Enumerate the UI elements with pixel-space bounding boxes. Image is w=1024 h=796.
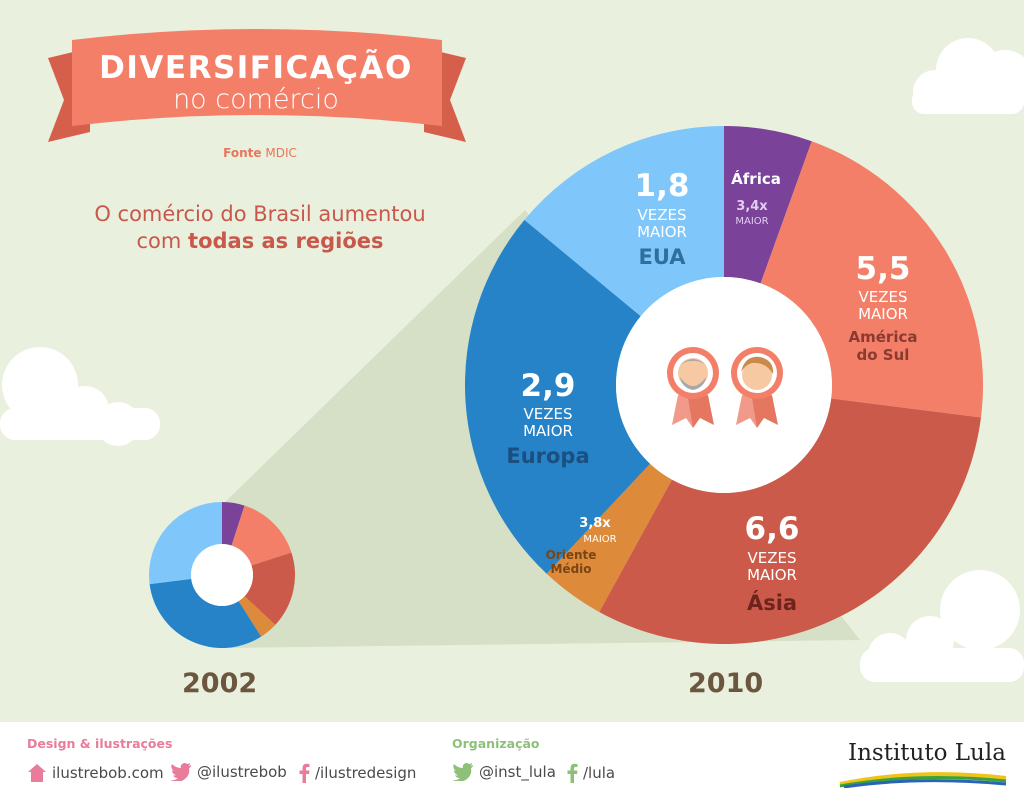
twitter-icon: [170, 763, 191, 781]
twitter-link-inst-lula[interactable]: @inst_lula: [452, 763, 556, 781]
year-2002-label: 2002: [182, 668, 258, 699]
america-value: 5,5: [856, 251, 911, 287]
asia-value: 6,6: [745, 511, 800, 547]
eua-line2: MAIOR: [637, 223, 687, 241]
oriente-name1: Oriente: [546, 548, 597, 562]
eua-value: 1,8: [635, 168, 690, 204]
footer: Design & ilustrações ilustrebob.com @ilu…: [0, 722, 1024, 796]
oriente-value: 3,8x: [579, 516, 611, 531]
donut-2010-slice-america-do-sul: [760, 141, 983, 418]
medal-left-icon: [667, 347, 719, 428]
page-subtitle: no comércio: [173, 84, 339, 115]
headline-line2: com todas as regiões: [60, 228, 460, 255]
source-label: Fonte: [223, 146, 262, 160]
asia-name: Ásia: [747, 590, 797, 615]
asia-line1: VEZES: [747, 549, 796, 567]
donut-2010-slice-eua: [524, 125, 724, 317]
donut-2010-slice-oriente-medio: [546, 463, 672, 612]
asia-line2: MAIOR: [747, 566, 797, 584]
logo-swoosh-icon: [839, 772, 1007, 788]
headline: O comércio do Brasil aumentou com todas …: [60, 201, 460, 255]
title-ribbon: [48, 29, 466, 142]
source-value: MDIC: [265, 146, 297, 160]
headline-line2-pre: com: [136, 229, 189, 253]
headline-line1: O comércio do Brasil aumentou: [94, 202, 426, 226]
home-icon: [28, 764, 46, 782]
europa-name: Europa: [506, 444, 589, 468]
donut-2002: [148, 502, 295, 648]
design-label: Design & ilustrações: [27, 736, 173, 751]
label-america-do-sul: 5,5 VEZES MAIOR América do Sul: [849, 251, 918, 364]
donut-2002-slice-oriente-medio: [238, 596, 276, 637]
africa-name: África: [731, 169, 781, 188]
label-europa: 2,9 VEZES MAIOR Europa: [506, 368, 589, 468]
instituto-lula-logo: Instituto Lula: [848, 740, 1006, 766]
cloud-top-right: [912, 38, 1024, 114]
europa-value: 2,9: [521, 368, 576, 404]
africa-line1: MAIOR: [735, 216, 768, 227]
page-title: DIVERSIFICAÇÃO: [99, 50, 413, 86]
donut-2010-slice-africa: [724, 126, 812, 284]
twitter1-text: @ilustrebob: [197, 763, 287, 781]
donut-2010-slice-europa: [465, 219, 651, 574]
eua-line1: VEZES: [637, 206, 686, 224]
site-link[interactable]: ilustrebob.com: [27, 763, 164, 783]
facebook-icon: [567, 763, 578, 783]
medal-right-icon: [731, 347, 783, 428]
africa-value: 3,4x: [736, 199, 768, 214]
label-eua: 1,8 VEZES MAIOR EUA: [635, 168, 690, 269]
america-name1: América: [849, 328, 918, 346]
facebook-link-ilustredesign[interactable]: /ilustredesign: [298, 763, 416, 783]
facebook-icon: [299, 763, 310, 783]
europa-line2: MAIOR: [523, 422, 573, 440]
headline-line2-bold: todas as regiões: [188, 229, 384, 253]
america-line2: MAIOR: [858, 305, 908, 323]
donut-2010-slice-asia: [599, 398, 981, 645]
oriente-line1: MAIOR: [583, 534, 616, 545]
donut-2010: [465, 125, 983, 645]
donut-2002-slice-asia: [244, 552, 295, 625]
donut-2002-slice-europa: [149, 578, 262, 648]
donut-2002-hole: [191, 544, 253, 606]
twitter-icon: [452, 763, 473, 781]
cloud-left: [0, 347, 160, 446]
label-africa: África 3,4x MAIOR: [731, 169, 781, 227]
donut-2002-slice-eua: [148, 502, 222, 585]
year-2010-label: 2010: [688, 668, 764, 699]
oriente-name2: Médio: [550, 562, 591, 576]
medals: [667, 347, 783, 428]
donut-2002-slice-africa: [222, 502, 245, 546]
donut-2002-slice-america-do-sul: [231, 505, 292, 566]
america-line1: VEZES: [858, 288, 907, 306]
facebook1-text: /ilustredesign: [315, 764, 417, 782]
clouds: [0, 38, 1024, 682]
source-line: Fonte MDIC: [160, 146, 360, 160]
donut-2010-hole: [616, 277, 832, 493]
twitter-link-ilustrebob[interactable]: @ilustrebob: [170, 763, 287, 781]
facebook-link-lula[interactable]: /lula: [566, 763, 615, 783]
eua-name: EUA: [638, 245, 686, 269]
twitter2-text: @inst_lula: [479, 763, 556, 781]
america-name2: do Sul: [857, 346, 910, 364]
europa-line1: VEZES: [523, 405, 572, 423]
label-asia: 6,6 VEZES MAIOR Ásia: [745, 511, 800, 615]
org-label: Organização: [452, 736, 540, 751]
label-oriente-medio: 3,8x MAIOR Oriente Médio: [546, 516, 617, 576]
cloud-bottom-right: [860, 570, 1024, 682]
facebook2-text: /lula: [583, 764, 616, 782]
site-text: ilustrebob.com: [52, 764, 164, 782]
